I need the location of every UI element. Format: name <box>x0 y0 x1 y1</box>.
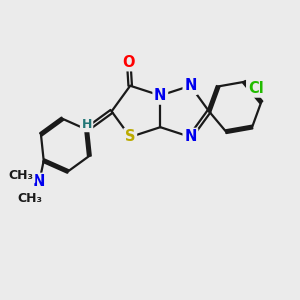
Text: N: N <box>184 78 196 93</box>
Text: N: N <box>154 88 167 103</box>
Text: N: N <box>33 174 46 189</box>
Text: N: N <box>184 130 196 145</box>
Text: CH₃: CH₃ <box>17 192 42 205</box>
Text: Cl: Cl <box>248 81 263 96</box>
Text: O: O <box>122 55 135 70</box>
Text: CH₃: CH₃ <box>9 169 34 182</box>
Text: H: H <box>81 118 92 131</box>
Text: S: S <box>125 130 136 145</box>
